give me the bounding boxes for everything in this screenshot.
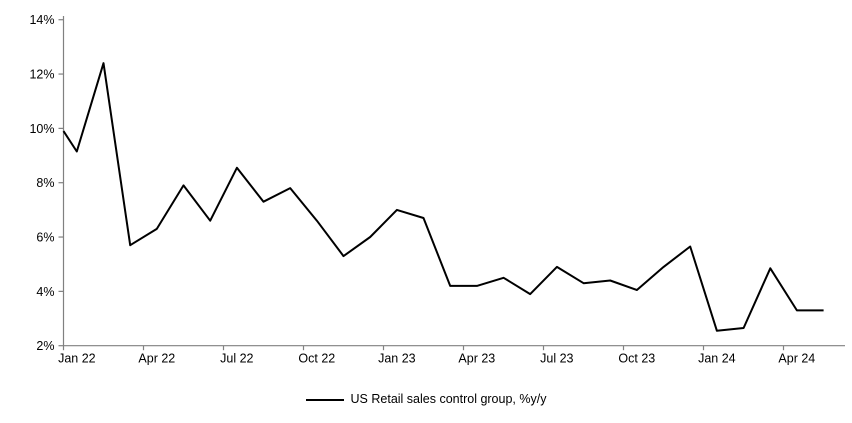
- legend-line-swatch: [305, 398, 344, 401]
- x-axis-label: Jan 24: [698, 352, 736, 366]
- y-axis-label: 4%: [36, 285, 54, 299]
- x-axis-label: Jan 23: [378, 352, 416, 366]
- y-axis-label: 10%: [29, 122, 54, 136]
- retail-sales-control-line: [62, 62, 824, 332]
- x-axis-label: Jan 22: [58, 352, 96, 366]
- x-axis-label: Jul 23: [540, 352, 573, 366]
- legend-label: US Retail sales control group, %y/y: [350, 392, 547, 406]
- x-axis-label: Apr 22: [138, 352, 175, 366]
- y-axis-label: 12%: [29, 68, 54, 82]
- legend: US Retail sales control group, %y/y: [0, 392, 852, 407]
- x-axis-label: Oct 23: [618, 352, 655, 366]
- y-axis-label: 8%: [36, 176, 54, 190]
- y-axis-label: 14%: [29, 13, 54, 27]
- y-axis-label: 6%: [36, 231, 54, 245]
- x-axis-label: Jul 22: [220, 352, 253, 366]
- x-axis-label: Apr 24: [778, 352, 815, 366]
- x-axis-label: Apr 23: [458, 352, 495, 366]
- y-axis-label: 2%: [36, 339, 54, 353]
- x-axis-label: Oct 22: [298, 352, 335, 366]
